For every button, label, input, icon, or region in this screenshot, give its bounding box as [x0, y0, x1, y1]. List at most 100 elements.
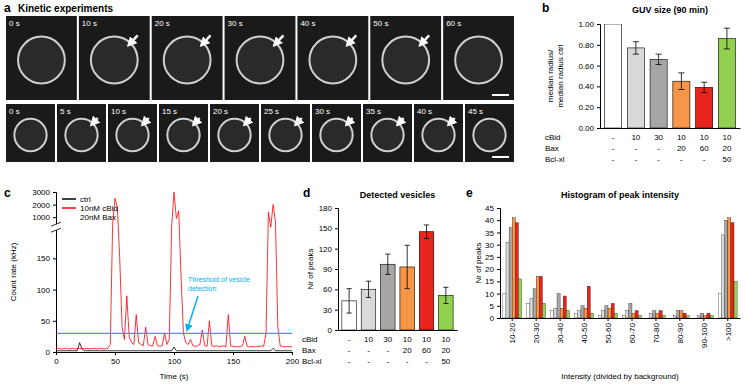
error-bar [405, 245, 410, 288]
condition-value: 10 [422, 335, 431, 344]
x-axis-line [339, 330, 458, 331]
bar [530, 298, 533, 318]
vesicle [18, 37, 65, 84]
condition-value: - [612, 155, 615, 164]
series-line [56, 192, 292, 349]
bar [518, 279, 521, 318]
x-tick: 150 [227, 352, 241, 366]
y-tick-label: 2000 [32, 201, 50, 210]
panel-letter: e [466, 186, 473, 200]
legend: ctrl10nM cBid20nM Bax [62, 195, 118, 222]
bar [683, 313, 686, 318]
vesicle [455, 37, 502, 84]
frame-background [6, 104, 55, 162]
x-tick-mark [115, 352, 116, 355]
axis-break [51, 222, 61, 232]
y-tick-label: 90 [323, 265, 332, 274]
y-tick-mark [597, 107, 600, 108]
y-tick: 1.00 [578, 20, 600, 29]
arrow [128, 35, 137, 45]
bar [566, 311, 569, 318]
condition-value: 20 [677, 144, 686, 153]
arrow [244, 118, 250, 125]
y-tick-mark [335, 208, 338, 209]
y-axis: 050100150100020003000 [32, 188, 56, 357]
panel-letter: a [4, 1, 11, 15]
condition-value: 50 [722, 155, 731, 164]
frame-background [261, 104, 310, 162]
condition-value: 20 [441, 346, 450, 355]
y-axis-line [497, 209, 501, 319]
chart-title: GUV size (90 min) [632, 5, 708, 15]
y-tick-label: 1.00 [578, 20, 594, 29]
condition-value: - [657, 144, 660, 153]
y-tick-mark [497, 257, 500, 258]
frame-time: 30 s [228, 19, 243, 28]
bar [707, 313, 710, 318]
y-axis-title: Count rate (kHz) [9, 242, 18, 301]
panel-e: eHistogram of peak intensityNr of peaks0… [466, 186, 741, 381]
condition-value: 10 [700, 133, 709, 142]
frame-background [108, 104, 157, 162]
bar [563, 296, 566, 318]
frame-time: 0 s [9, 19, 20, 28]
error-bar [443, 287, 448, 303]
frame-time: 40 s [417, 107, 432, 116]
y-tick-mark [335, 330, 338, 331]
condition-value: - [348, 335, 351, 344]
chart-title: Detected vesicles [360, 190, 436, 200]
image-frame: 60 s [443, 16, 514, 100]
condition-value: 10 [441, 335, 450, 344]
image-frame: 30 s [312, 104, 361, 162]
x-tick: 90-100 [700, 318, 709, 348]
image-frame: 5 s [57, 104, 106, 162]
y-tick-mark [53, 290, 56, 291]
x-tick-mark [608, 318, 609, 321]
bar [578, 311, 581, 318]
panel-letter: b [542, 1, 549, 15]
y-tick-mark [497, 208, 500, 209]
condition-value: 10 [722, 133, 731, 142]
frame-time: 10 s [111, 107, 126, 116]
bar [536, 276, 539, 318]
y-tick: 5 [490, 302, 500, 311]
y-tick-label: 30 [323, 306, 332, 315]
y-tick: 0.40 [578, 82, 600, 91]
arrow [142, 118, 148, 125]
axis-break-mark [51, 228, 61, 232]
bar [662, 316, 665, 318]
vesicle [218, 119, 250, 151]
frame-time: 50 s [373, 19, 388, 28]
bar [614, 313, 617, 318]
y-tick-mark [335, 249, 338, 250]
x-tick-mark [292, 352, 293, 355]
bars [605, 24, 736, 128]
y-axis-line [597, 25, 601, 129]
arrow [347, 35, 356, 45]
x-tick-mark [655, 318, 656, 321]
y-tick-label: 0 [46, 348, 51, 357]
y-tick-label: 150 [319, 224, 333, 233]
y-tick-label: 15 [485, 277, 494, 286]
frame-background [57, 104, 106, 162]
y-tick-mark [497, 220, 500, 221]
condition-name: cBid [545, 133, 561, 142]
legend-label: 20nM Bax [80, 213, 116, 222]
bar [718, 294, 721, 318]
image-frame: 10 s [108, 104, 157, 162]
frame-time: 5 s [60, 107, 71, 116]
y-tick: 30 [485, 241, 500, 250]
frame-background [443, 16, 514, 100]
x-axis-title: Time (s) [159, 372, 188, 381]
vesicle [422, 119, 454, 151]
bar [611, 303, 614, 318]
bar [623, 316, 626, 318]
y-axis: 051015202530354045 [485, 204, 500, 323]
y-tick-mark [497, 306, 500, 307]
bar [632, 313, 635, 318]
x-tick-label: 150 [227, 357, 241, 366]
legend-swatch [62, 198, 76, 200]
y-tick: 180 [319, 204, 338, 213]
x-tick: >100 [724, 318, 733, 341]
bar [587, 286, 590, 318]
